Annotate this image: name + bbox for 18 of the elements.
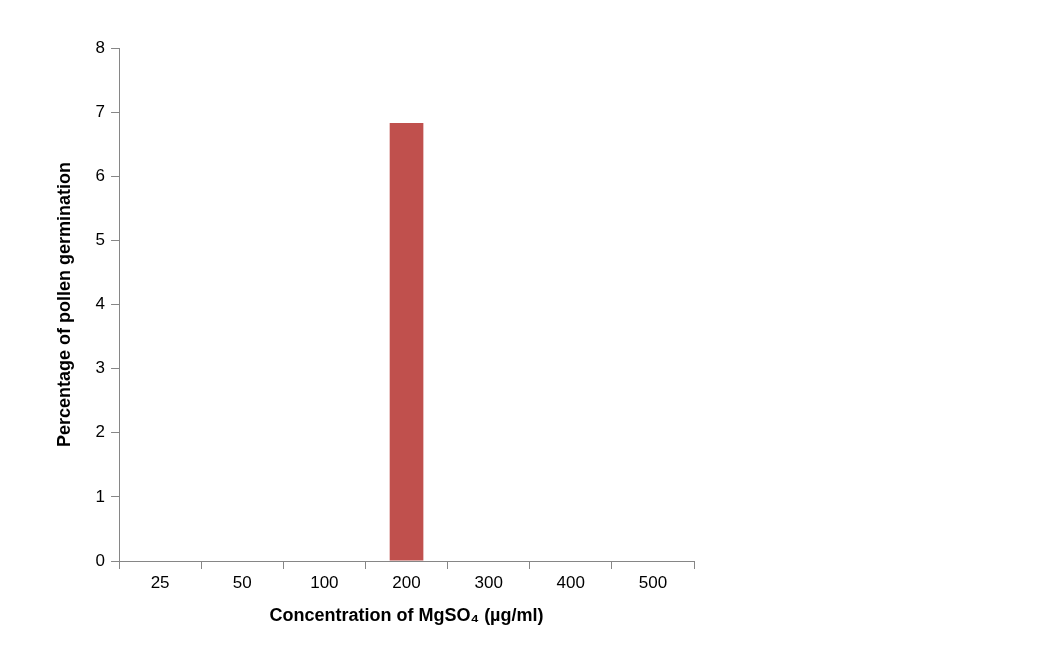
y-tick-label: 5 [95,230,106,250]
y-tick-label: 0 [95,550,106,570]
y-tick-label: 1 [95,486,106,506]
y-axis-title: Percentage of pollen germination [53,161,74,448]
x-tick-label: 400 [556,572,585,592]
y-tick-label: 6 [95,165,106,185]
x-tick-label: 50 [232,572,252,592]
y-tick-label: 3 [95,358,106,378]
x-axis-title: Concentration of MgSO₄ (µg/ml) [269,605,544,626]
x-tick-label: 200 [392,572,421,592]
x-tick-label: 25 [150,572,170,592]
x-tick-label: 500 [638,572,668,592]
y-tick-label: 2 [95,422,106,442]
y-tick-label: 4 [95,294,106,314]
y-tick-label: 8 [95,37,106,57]
x-tick-label: 100 [310,572,339,592]
y-tick-label: 7 [95,101,106,121]
x-tick-label: 300 [474,572,503,592]
